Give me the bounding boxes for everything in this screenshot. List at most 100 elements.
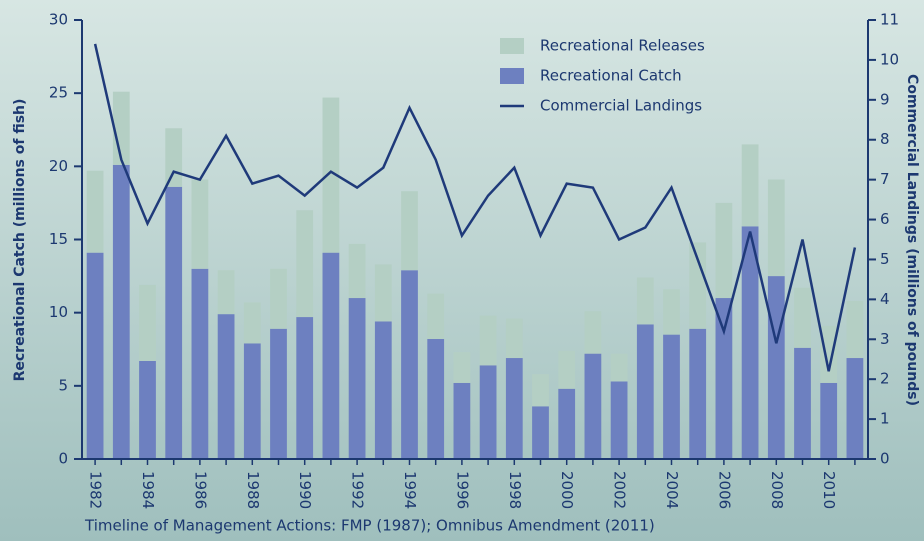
- bar-segment: [348, 298, 366, 459]
- bar-segment: [663, 334, 680, 459]
- y2-tick-label: 0: [880, 450, 890, 468]
- x-tick-label: 2008: [768, 471, 786, 509]
- bar-segment: [401, 270, 418, 459]
- bar-segment: [584, 353, 602, 459]
- x-tick-label: 1982: [87, 471, 105, 509]
- bar-segment: [191, 179, 209, 269]
- bar-segment: [584, 311, 602, 354]
- bar-segment: [532, 406, 549, 459]
- bar-segment: [558, 350, 576, 389]
- y-tick-label: 25: [49, 84, 68, 102]
- bar-segment: [689, 242, 707, 329]
- y2-axis-label: Commercial Landings (millions of pounds): [904, 74, 920, 406]
- bar-segment: [479, 315, 497, 366]
- bar-segment: [322, 97, 340, 253]
- bar-segment: [112, 164, 130, 459]
- bar-segment: [636, 324, 654, 459]
- bar-segment: [243, 302, 261, 344]
- bar-segment: [270, 328, 287, 459]
- y2-tick-label: 1: [880, 410, 890, 428]
- bar-segment: [846, 300, 864, 359]
- y-tick-label: 5: [58, 376, 68, 394]
- bar-segment: [217, 314, 235, 459]
- bar-segment: [846, 358, 864, 459]
- y2-tick-label: 8: [880, 130, 890, 148]
- y2-tick-label: 6: [880, 210, 890, 228]
- bar-segment: [820, 382, 838, 459]
- bar-segment: [532, 374, 549, 407]
- bar-segment: [610, 353, 628, 382]
- bar-segment: [453, 382, 471, 459]
- x-tick-label: 1998: [506, 471, 524, 509]
- footnote: Timeline of Management Actions: FMP (198…: [84, 517, 655, 535]
- bar-segment: [479, 365, 497, 459]
- y2-tick-label: 5: [880, 250, 890, 268]
- bar-segment: [820, 325, 838, 383]
- bar-segment: [191, 268, 209, 459]
- bar-segment: [165, 186, 183, 459]
- y2-tick-label: 4: [880, 290, 890, 308]
- bar-segment: [427, 293, 445, 340]
- bar-segment: [505, 318, 523, 359]
- x-tick-label: 1992: [349, 471, 367, 509]
- line-series: [93, 43, 857, 372]
- bar-segment: [767, 179, 785, 277]
- bar-segment: [374, 264, 392, 322]
- bar-segment: [636, 277, 654, 325]
- x-tick-label: 1984: [139, 471, 157, 509]
- x-tick-label: 1996: [453, 471, 471, 509]
- x-tick-label: 1994: [401, 471, 419, 509]
- y2-tick-label: 2: [880, 370, 890, 388]
- y2-tick-label: 3: [880, 330, 890, 348]
- y-tick-label: 0: [58, 450, 68, 468]
- bar-segment: [741, 144, 759, 227]
- bar-segment: [453, 352, 471, 383]
- bar-segment: [663, 289, 680, 335]
- legend-swatch: [500, 68, 524, 84]
- bar-segment: [165, 128, 183, 187]
- y-tick-label: 30: [49, 11, 68, 29]
- legend-label: Commercial Landings: [540, 97, 702, 115]
- bar-segment: [715, 298, 733, 459]
- bar-segment: [767, 276, 785, 459]
- bar-segment: [296, 317, 314, 459]
- x-tick-label: 2004: [663, 471, 681, 509]
- y2-tick-label: 7: [880, 170, 890, 188]
- x-tick-label: 2002: [611, 471, 629, 509]
- x-tick-label: 2010: [820, 471, 838, 509]
- bar-segment: [794, 347, 811, 459]
- legend-swatch: [500, 38, 524, 54]
- legend-label: Recreational Releases: [540, 37, 705, 55]
- bar-segment: [86, 252, 104, 459]
- bar-segment: [348, 243, 366, 299]
- bar-segment: [689, 328, 707, 459]
- bar-segment: [139, 360, 156, 459]
- bar-segment: [217, 270, 235, 315]
- bar-segment: [139, 284, 156, 361]
- y-tick-label: 15: [49, 230, 68, 248]
- bar-segment: [243, 343, 261, 459]
- y2-tick-label: 9: [880, 90, 890, 108]
- bar-segment: [610, 381, 628, 459]
- y2-tick-label: 11: [880, 11, 899, 29]
- x-tick-label: 1990: [296, 471, 314, 509]
- bar-segment: [794, 287, 811, 348]
- bar-segment: [322, 252, 340, 459]
- bar-segment: [741, 226, 759, 459]
- bar-segment: [558, 388, 576, 459]
- x-tick-label: 1988: [244, 471, 262, 509]
- bar-segment: [86, 170, 104, 253]
- y-axis-label: Recreational Catch (millions of fish): [12, 99, 28, 382]
- bar-segment: [296, 210, 314, 318]
- bar-segment: [427, 339, 445, 459]
- legend-label: Recreational Catch: [540, 67, 682, 85]
- y-tick-label: 10: [49, 303, 68, 321]
- y2-tick-label: 10: [880, 50, 899, 68]
- x-tick-label: 2006: [715, 471, 733, 509]
- bar-segment: [270, 268, 287, 329]
- y-tick-label: 20: [49, 157, 68, 175]
- bar-segment: [505, 358, 523, 459]
- bar-segment: [715, 202, 733, 299]
- bar-segment: [401, 191, 418, 271]
